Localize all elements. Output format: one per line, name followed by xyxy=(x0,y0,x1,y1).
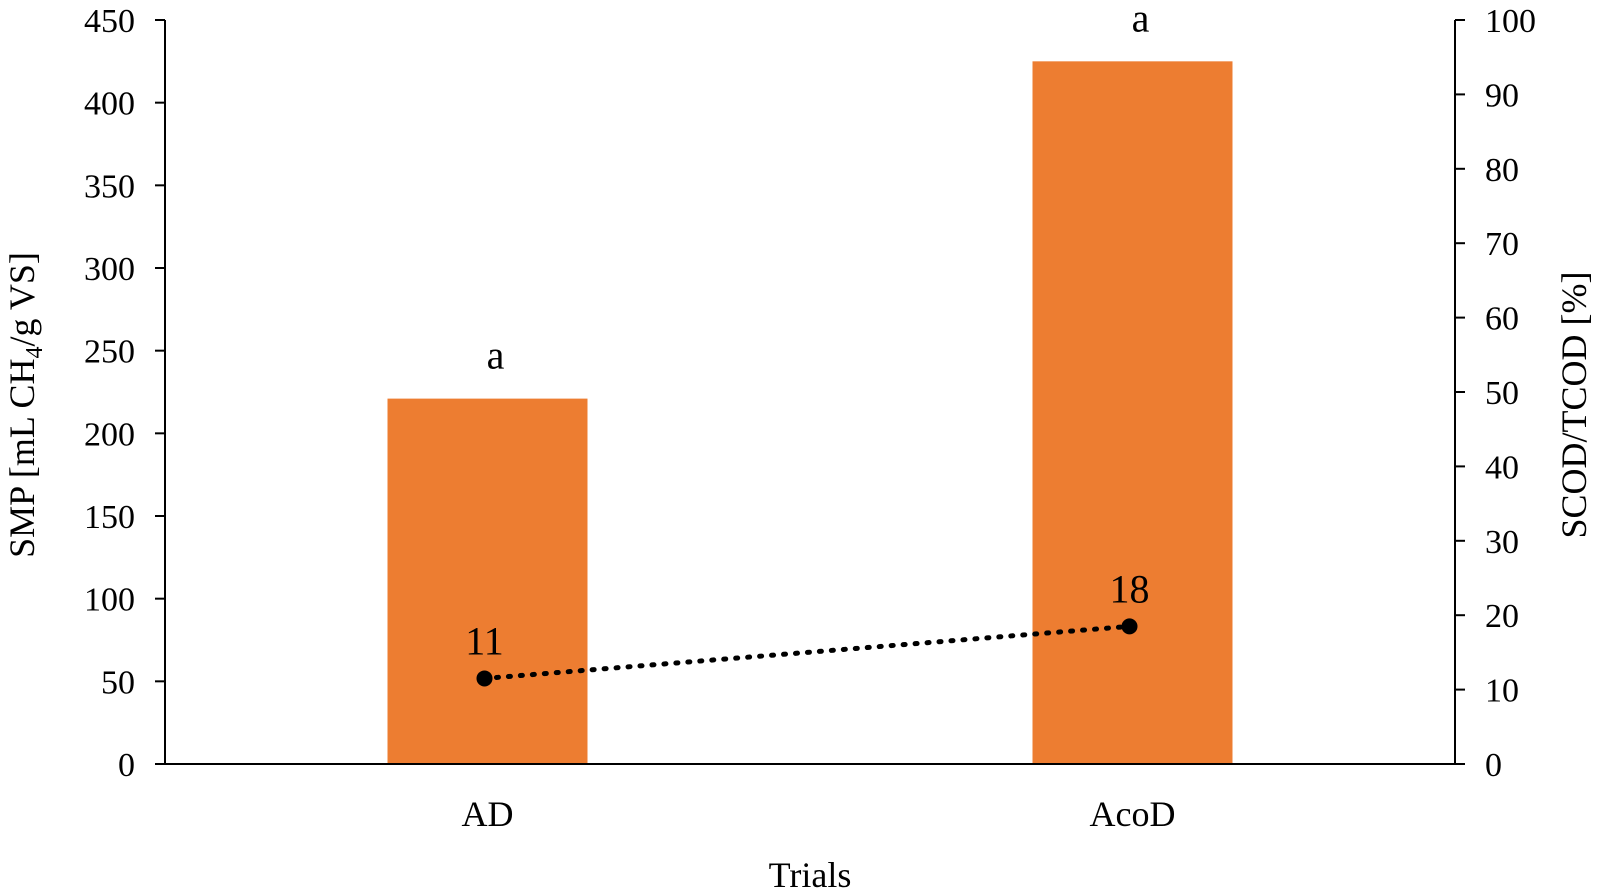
y2-tick-label: 80 xyxy=(1485,152,1519,189)
y-tick-label: 300 xyxy=(84,251,135,288)
scod-tcod-line xyxy=(482,623,1132,681)
scod-tcod-point xyxy=(1121,618,1138,635)
y-tick-label: 50 xyxy=(101,664,135,701)
bar-annotation: a xyxy=(487,333,505,378)
category-labels: AD AcoD xyxy=(462,794,1176,834)
bar-series: aa xyxy=(387,0,1233,765)
y-tick-label: 0 xyxy=(118,747,135,784)
x-category-label: AD xyxy=(462,794,514,834)
y-tick-label: 400 xyxy=(84,86,135,123)
y2-tick-label: 10 xyxy=(1485,673,1519,710)
y-axis-title-subscript: 4 xyxy=(22,346,48,358)
scod-tcod-label: 18 xyxy=(1110,566,1150,611)
bar-AD xyxy=(387,398,588,764)
scod-tcod-label: 11 xyxy=(465,618,504,663)
y2-tick-label: 20 xyxy=(1485,598,1519,635)
x-axis-title: Trials xyxy=(769,855,852,894)
y2-tick-label: 70 xyxy=(1485,226,1519,263)
y2-tick-label: 60 xyxy=(1485,301,1519,338)
y2-tick-label: 40 xyxy=(1485,449,1519,486)
y2-tick-label: 30 xyxy=(1485,524,1519,561)
right-axis-ticks: 0 10 20 30 40 50 60 70 80 90 100 xyxy=(1455,3,1536,784)
bar-AcoD xyxy=(1032,61,1233,765)
y2-tick-label: 90 xyxy=(1485,77,1519,114)
x-category-label: AcoD xyxy=(1090,794,1176,834)
axes xyxy=(164,20,1456,765)
left-axis-ticks: 0 50 100 150 200 250 300 350 400 450 xyxy=(84,3,165,784)
line-series: 11 18 xyxy=(465,566,1150,687)
y-tick-label: 100 xyxy=(84,582,135,619)
y-axis-title-suffix: /g VS] xyxy=(2,252,42,346)
y2-tick-label: 0 xyxy=(1485,747,1502,784)
y-tick-label: 350 xyxy=(84,168,135,205)
y-tick-label: 150 xyxy=(84,499,135,536)
y2-axis-title: SCOD/TCOD [%] xyxy=(1554,272,1594,539)
y-axis-title-prefix: SMP [mL CH xyxy=(2,358,42,557)
bar-annotation: a xyxy=(1132,0,1150,40)
y-tick-label: 450 xyxy=(84,3,135,40)
y-axis-title: SMP [mL CH4/g VS] xyxy=(2,252,48,558)
y-tick-label: 250 xyxy=(84,334,135,371)
y2-tick-label: 50 xyxy=(1485,375,1519,412)
y-tick-label: 200 xyxy=(84,416,135,453)
y2-tick-label: 100 xyxy=(1485,3,1536,40)
scod-tcod-point xyxy=(476,670,493,687)
